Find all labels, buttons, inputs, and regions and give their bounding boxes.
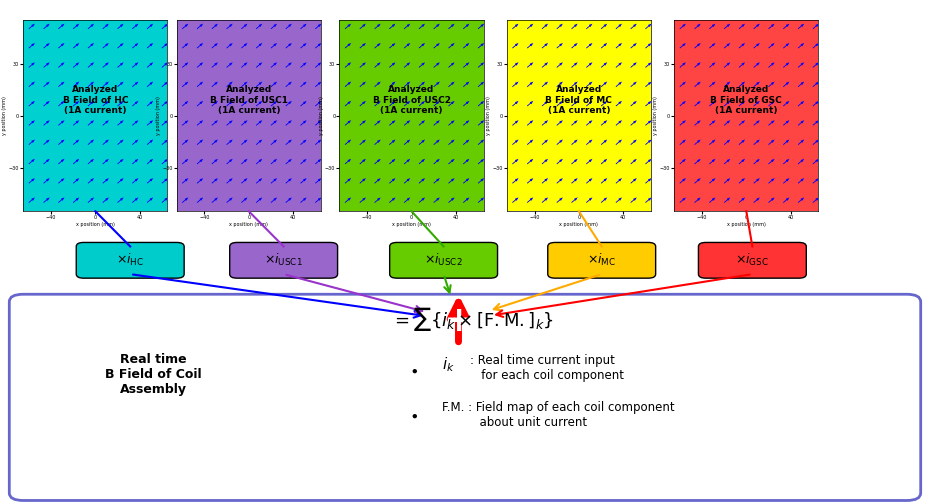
Y-axis label: y position (mm): y position (mm) bbox=[318, 96, 324, 135]
X-axis label: x position (mm): x position (mm) bbox=[230, 222, 268, 227]
X-axis label: x position (mm): x position (mm) bbox=[392, 222, 431, 227]
Text: Analyzed
B Field of USC2
(1A current): Analyzed B Field of USC2 (1A current) bbox=[373, 86, 450, 115]
Text: Analyzed
B Field of MC
(1A current): Analyzed B Field of MC (1A current) bbox=[546, 86, 612, 115]
Text: $\times i_{\mathrm{USC2}}$: $\times i_{\mathrm{USC2}}$ bbox=[424, 252, 463, 268]
Text: $\times i_{\mathrm{HC}}$: $\times i_{\mathrm{HC}}$ bbox=[116, 252, 144, 268]
X-axis label: x position (mm): x position (mm) bbox=[76, 222, 114, 227]
Y-axis label: y position (mm): y position (mm) bbox=[31, 365, 37, 420]
X-axis label: x position (mm): x position (mm) bbox=[727, 222, 765, 227]
Text: $\bullet$: $\bullet$ bbox=[409, 407, 418, 423]
Text: Analyzed
B Field of GSC
(1A current): Analyzed B Field of GSC (1A current) bbox=[711, 86, 782, 115]
Text: Real time
B Field of Coil
Assembly: Real time B Field of Coil Assembly bbox=[105, 353, 202, 396]
Text: Analyzed
B Field of HC
(1A current): Analyzed B Field of HC (1A current) bbox=[62, 86, 128, 115]
X-axis label: x position (mm): x position (mm) bbox=[167, 480, 223, 486]
Text: +: + bbox=[444, 304, 473, 338]
Text: Analyzed
B Field of USC1
(1A current): Analyzed B Field of USC1 (1A current) bbox=[210, 86, 287, 115]
Text: $\times i_{\mathrm{MC}}$: $\times i_{\mathrm{MC}}$ bbox=[587, 252, 617, 268]
X-axis label: x position (mm): x position (mm) bbox=[560, 222, 598, 227]
Text: $\times i_{\mathrm{USC1}}$: $\times i_{\mathrm{USC1}}$ bbox=[264, 252, 303, 268]
Text: $i_k$: $i_k$ bbox=[442, 355, 455, 374]
Text: $\bullet$: $\bullet$ bbox=[409, 362, 418, 377]
Text: : Real time current input
   for each coil component: : Real time current input for each coil … bbox=[470, 354, 624, 382]
Y-axis label: y position (mm): y position (mm) bbox=[485, 96, 491, 135]
Y-axis label: y position (mm): y position (mm) bbox=[653, 96, 658, 135]
Text: $\times i_{\mathrm{GSC}}$: $\times i_{\mathrm{GSC}}$ bbox=[736, 252, 769, 268]
Y-axis label: y position (mm): y position (mm) bbox=[155, 96, 161, 135]
Text: $=\sum\{i_k\times[\mathrm{F.M.}]_k\}$: $=\sum\{i_k\times[\mathrm{F.M.}]_k\}$ bbox=[391, 305, 553, 333]
Text: F.M. : Field map of each coil component
          about unit current: F.M. : Field map of each coil component … bbox=[442, 401, 674, 429]
Y-axis label: y position (mm): y position (mm) bbox=[2, 96, 7, 135]
